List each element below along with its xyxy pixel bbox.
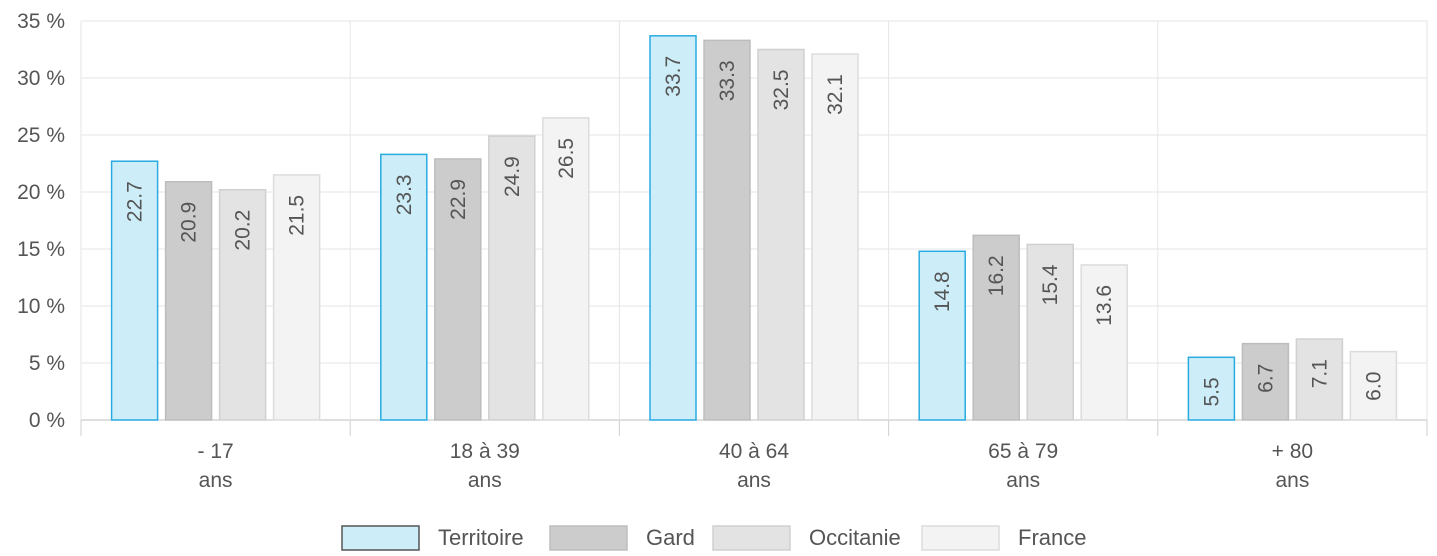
bar-gard[interactable] [972, 234, 1020, 421]
legend[interactable]: Territoire Gard Occitanie France [341, 525, 1086, 551]
bar-value-label: 13.6 [1093, 285, 1116, 326]
bar-gard[interactable] [164, 180, 213, 421]
bar-territoire[interactable] [1187, 356, 1236, 421]
bar-value-label: 24.9 [501, 156, 524, 197]
legend-swatch-territoire[interactable] [341, 525, 420, 551]
bar-occitanie[interactable] [1026, 243, 1074, 421]
bar-value-label: 22.7 [124, 181, 147, 222]
bar-occitanie[interactable] [488, 135, 536, 421]
bar-value-label: 32.1 [824, 74, 847, 115]
legend-label-occitanie[interactable]: Occitanie [809, 525, 901, 550]
y-tick-label: 30 % [17, 67, 65, 90]
bar-value-label: 7.1 [1308, 359, 1331, 388]
legend-swatch-occitanie[interactable] [712, 525, 791, 551]
bar-value-label: 22.9 [447, 179, 470, 220]
bar-territoire[interactable] [110, 160, 159, 421]
y-tick-label: 10 % [17, 295, 65, 318]
x-tick-label: 65 à 79 ans [988, 440, 1058, 492]
bar-value-label: 21.5 [286, 195, 309, 236]
bar-value-label: 33.7 [662, 56, 685, 97]
bar-gard[interactable] [1241, 342, 1290, 421]
bar-value-label: 32.5 [770, 70, 793, 111]
bar-occitanie[interactable] [757, 48, 805, 421]
bar-gard[interactable] [703, 39, 751, 421]
legend-swatch-france[interactable] [921, 525, 1000, 551]
bar-value-label: 15.4 [1039, 264, 1062, 305]
bar-value-label: 5.5 [1200, 377, 1223, 406]
bar-value-label: 20.2 [232, 210, 255, 251]
bar-value-label: 6.0 [1362, 372, 1385, 401]
legend-label-france[interactable]: France [1018, 525, 1086, 550]
x-tick-label: 18 à 39 ans [450, 440, 520, 492]
legend-label-territoire[interactable]: Territoire [438, 525, 524, 550]
bar-value-label: 33.3 [716, 60, 739, 101]
x-tick-label: 40 à 64 ans [719, 440, 789, 492]
y-axis: 0 % 5 % 10 % 15 % 20 % 25 % 30 % 35 % [17, 10, 65, 432]
y-tick-label: 5 % [29, 352, 65, 375]
bar-value-label: 26.5 [555, 138, 578, 179]
y-tick-label: 0 % [29, 409, 65, 432]
x-tick-label: + 80 ans [1272, 440, 1313, 492]
bar-value-label: 6.7 [1254, 364, 1277, 393]
bar-value-label: 14.8 [931, 271, 954, 312]
bar-value-label: 20.9 [178, 202, 201, 243]
x-axis: - 17 ans 18 à 39 ans 40 à 64 ans 65 à 79 ans + 8… [80, 420, 1428, 492]
bar-france[interactable] [272, 174, 321, 421]
bar-territoire[interactable] [649, 35, 697, 421]
legend-label-gard[interactable]: Gard [646, 525, 695, 550]
legend-swatch-gard[interactable] [549, 525, 628, 551]
bar-france[interactable] [811, 53, 859, 421]
bar-territoire[interactable] [918, 250, 966, 421]
y-tick-label: 20 % [17, 181, 65, 204]
bar-france[interactable] [1349, 350, 1398, 421]
bar-gard[interactable] [434, 158, 482, 421]
bar-value-label: 23.3 [393, 174, 416, 215]
bars: 22.7 20.9 20.2 21.5 23.3 22.9 24.9 26.5 33.7 33.3… [110, 35, 1398, 421]
bar-occitanie[interactable] [1295, 338, 1344, 421]
bar-value-label: 16.2 [985, 255, 1008, 296]
bar-france[interactable] [542, 117, 590, 421]
bar-france[interactable] [1080, 264, 1128, 421]
y-tick-label: 15 % [17, 238, 65, 261]
x-tick-label: - 17 ans [198, 440, 234, 492]
y-tick-label: 25 % [17, 124, 65, 147]
y-tick-label: 35 % [17, 10, 65, 33]
bar-territoire[interactable] [380, 153, 428, 421]
bar-occitanie[interactable] [218, 188, 267, 421]
